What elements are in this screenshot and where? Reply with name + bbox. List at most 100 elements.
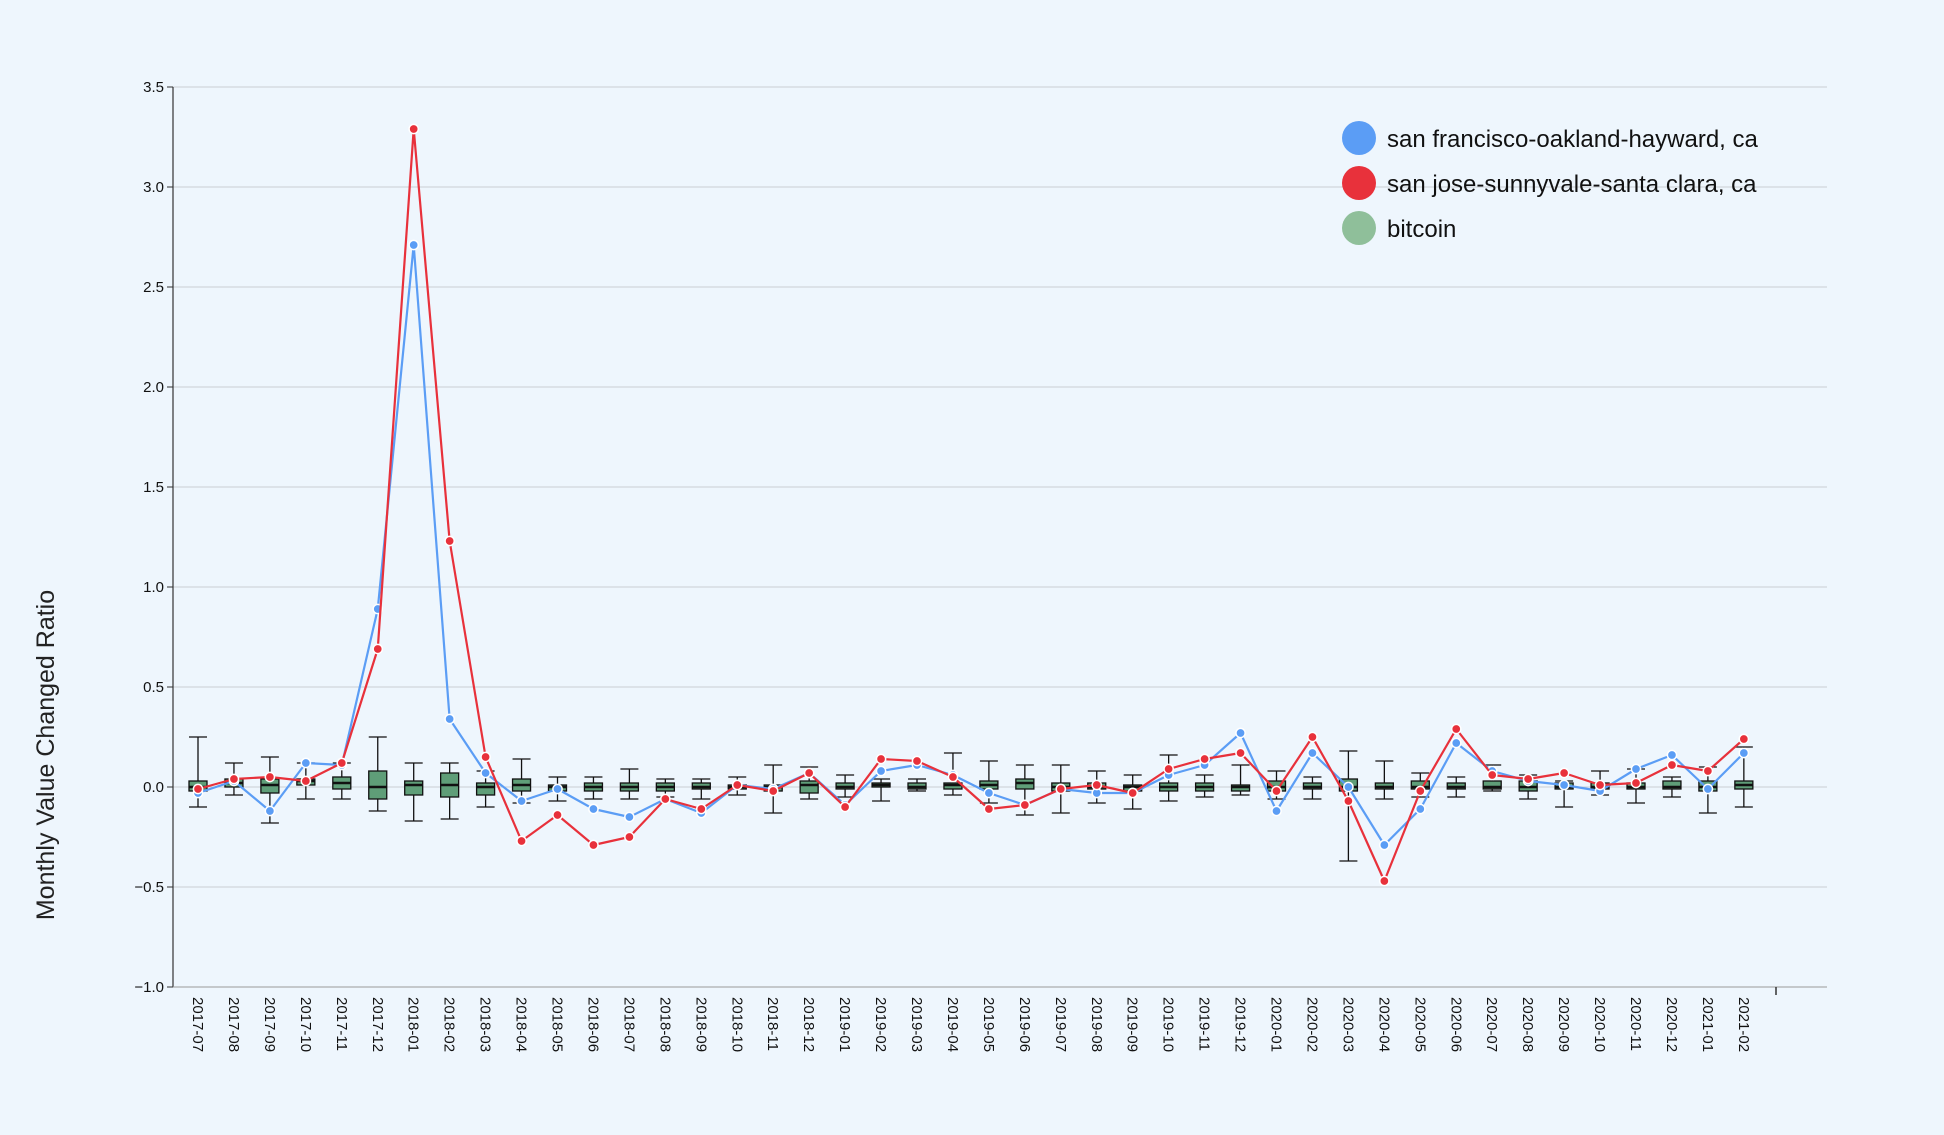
series-lines — [192, 123, 1750, 887]
x-tick-label: 2019-11 — [1196, 997, 1213, 1051]
data-point — [480, 767, 491, 779]
x-tick-label: 2018-07 — [620, 997, 637, 1052]
box-plot — [583, 776, 604, 800]
x-tick-label: 2019-05 — [980, 997, 997, 1052]
y-tick-label: 3.5 — [143, 79, 164, 96]
box-plot — [871, 778, 891, 802]
x-tick-label: 2020-04 — [1375, 997, 1392, 1052]
box-plot — [1159, 754, 1179, 802]
x-tick-label: 2020-11 — [1627, 997, 1644, 1051]
data-point — [1702, 783, 1714, 795]
x-tick-label: 2019-04 — [944, 997, 961, 1052]
legend-item: bitcoin — [1342, 211, 1456, 245]
box-body — [368, 770, 388, 800]
x-tick-label: 2019-01 — [836, 997, 853, 1052]
x-tick-label: 2017-08 — [225, 997, 242, 1052]
series-line — [197, 127, 1745, 883]
data-point — [1414, 803, 1426, 815]
y-tick-label: 1.0 — [143, 579, 164, 596]
data-point — [983, 803, 995, 815]
x-tick-label: 2020-12 — [1663, 997, 1680, 1052]
data-point — [1343, 795, 1354, 807]
legend-marker — [1342, 121, 1376, 155]
data-point — [1127, 787, 1139, 799]
data-point — [660, 793, 671, 805]
data-point — [228, 773, 240, 785]
box-plot — [439, 762, 460, 820]
data-point — [983, 787, 995, 799]
x-tick-label: 2020-06 — [1447, 997, 1464, 1052]
data-point — [624, 811, 635, 823]
data-point — [947, 771, 959, 783]
x-tick-label: 2019-10 — [1160, 997, 1177, 1052]
data-point — [1307, 731, 1318, 743]
data-point — [336, 757, 348, 769]
data-point — [408, 123, 420, 135]
x-tick-label: 2020-08 — [1519, 997, 1536, 1052]
box-plot — [619, 768, 640, 800]
data-point — [1450, 723, 1462, 735]
data-point — [1630, 777, 1642, 789]
legend-marker — [1342, 166, 1376, 200]
x-tick-label: 2019-09 — [1124, 997, 1141, 1052]
data-point — [1019, 799, 1031, 811]
data-point — [264, 771, 276, 783]
data-point — [1414, 785, 1426, 797]
data-point — [1558, 767, 1570, 779]
legend-label: bitcoin — [1387, 216, 1456, 243]
data-point — [372, 643, 384, 655]
x-tick-label: 2019-12 — [1232, 997, 1249, 1052]
data-point — [1379, 875, 1390, 887]
data-point — [1666, 749, 1678, 761]
box-plot — [368, 736, 388, 812]
y-tick-label: 1.5 — [143, 479, 164, 496]
legend-label: san jose-sunnyvale-santa clara, ca — [1387, 171, 1757, 198]
data-point — [1558, 779, 1570, 791]
data-point — [839, 801, 851, 813]
y-tick-label: 3.0 — [143, 179, 164, 196]
x-tick-label: 2019-02 — [872, 997, 889, 1052]
x-tick-label: 2018-03 — [477, 997, 494, 1052]
box-plot — [655, 778, 675, 798]
data-point — [1379, 839, 1390, 851]
y-tick-label: −0.5 — [134, 879, 164, 896]
box-plot — [260, 756, 280, 824]
data-point — [588, 839, 599, 851]
x-tick-label: 2017-07 — [189, 997, 206, 1052]
data-point — [588, 803, 599, 815]
x-tick-label: 2018-06 — [584, 997, 601, 1052]
x-tick-label: 2019-03 — [908, 997, 925, 1052]
data-point — [1702, 765, 1714, 777]
box-plot — [907, 778, 927, 792]
x-tick-label: 2017-12 — [369, 997, 386, 1052]
x-tick-label: 2020-03 — [1339, 997, 1356, 1052]
x-tick-label: 2020-10 — [1591, 997, 1608, 1052]
data-point — [911, 755, 923, 767]
y-tick-label: 0.0 — [143, 779, 164, 796]
data-point — [1199, 753, 1210, 765]
data-point — [408, 239, 420, 251]
box-body — [1482, 780, 1502, 790]
box-plot — [1230, 764, 1251, 796]
x-tick-label: 2018-10 — [728, 997, 745, 1052]
data-point — [875, 765, 887, 777]
y-tick-label: 2.5 — [143, 279, 164, 296]
data-point — [695, 803, 707, 815]
box-plot — [1662, 776, 1682, 798]
data-point — [1271, 785, 1282, 797]
data-point — [1522, 773, 1534, 785]
data-point — [1307, 747, 1318, 759]
data-point — [192, 783, 204, 795]
data-point — [552, 809, 563, 821]
data-point — [1450, 737, 1462, 749]
box-body — [1662, 780, 1682, 790]
data-point — [1271, 805, 1282, 817]
legend: san francisco-oakland-hayward, ca san jos… — [1342, 121, 1759, 245]
data-point — [1666, 759, 1678, 771]
box-body — [475, 782, 496, 796]
data-point — [516, 835, 527, 847]
data-point — [803, 767, 815, 779]
data-point — [1235, 727, 1246, 739]
x-tick-label: 2019-07 — [1052, 997, 1069, 1052]
